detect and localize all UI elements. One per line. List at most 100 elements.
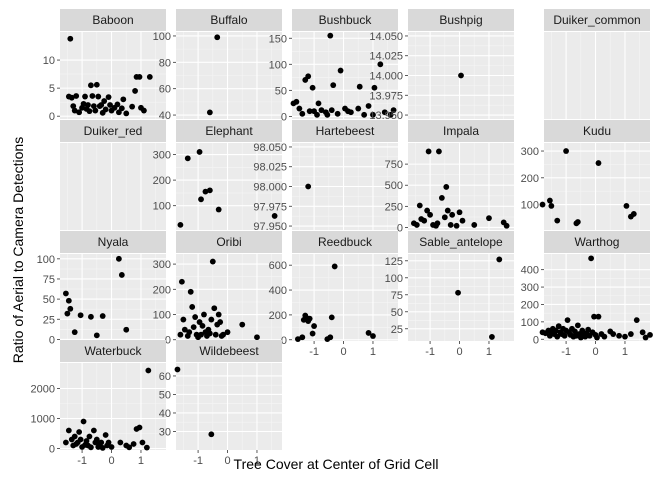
data-point-impala	[427, 211, 433, 218]
data-point-waterbuck	[80, 418, 87, 425]
data-point-nyala	[77, 312, 84, 319]
data-point-bushbuck	[328, 107, 335, 114]
data-point-warthog	[588, 255, 595, 262]
data-point-oribi	[212, 331, 219, 338]
data-point-bushbuck	[361, 111, 368, 118]
y-tick-label: 10	[43, 55, 55, 67]
data-point-baboon	[132, 88, 138, 94]
y-tick-label: 250	[385, 201, 403, 213]
facet-panel-duiker-red	[60, 143, 166, 230]
data-point-impala	[459, 217, 466, 224]
facet-title-wildebeest: Wildebeest	[199, 344, 259, 358]
data-point-impala	[438, 195, 445, 201]
y-tick-label: 100	[153, 31, 171, 43]
data-point-sable-antelope	[489, 334, 495, 340]
x-axis-label: Tree Cover at Center of Grid Cell	[233, 456, 439, 472]
y-tick-label: 40	[159, 110, 171, 122]
data-point-bushbuck	[381, 109, 388, 116]
y-tick-label: 98.000	[253, 182, 287, 194]
data-point-oribi	[199, 322, 206, 329]
data-point-kudu	[539, 201, 546, 208]
facet-strip-nyala	[60, 231, 166, 253]
data-point-reedbuck	[328, 314, 335, 321]
data-point-nyala	[88, 313, 94, 320]
data-point-waterbuck	[130, 441, 137, 447]
y-tick-label: 0	[165, 335, 171, 347]
data-point-impala	[434, 220, 441, 227]
y-tick-label: 14.025	[369, 51, 403, 63]
y-tick-label: 97.950	[253, 221, 287, 233]
data-point-warthog	[594, 334, 600, 341]
data-point-oribi	[211, 305, 218, 312]
y-tick-label: 97.975	[253, 201, 287, 213]
data-point-impala	[416, 202, 423, 209]
y-tick-label: 300	[153, 150, 171, 162]
facet-strip-warthog	[544, 231, 650, 253]
data-point-baboon	[118, 105, 125, 112]
data-point-oribi	[217, 319, 224, 325]
data-point-reedbuck	[370, 333, 376, 339]
data-point-baboon	[88, 82, 94, 89]
facet-title-nyala: Nyala	[98, 235, 129, 249]
data-point-waterbuck	[126, 444, 133, 451]
x-tick-label: 0	[108, 455, 114, 467]
data-point-waterbuck	[102, 432, 109, 438]
y-tick-label: 100	[153, 310, 171, 322]
data-point-nyala	[65, 297, 72, 304]
y-tick-label: 300	[153, 259, 171, 271]
facet-title-bushbuck: Bushbuck	[319, 13, 373, 27]
data-point-impala	[425, 148, 432, 155]
y-tick-label: 1000	[31, 414, 55, 426]
facet-strip-hartebeest	[292, 120, 398, 142]
y-tick-label: 200	[153, 175, 171, 187]
data-point-oribi	[198, 331, 204, 338]
data-point-baboon	[129, 103, 136, 110]
data-point-wildebeest	[208, 431, 215, 438]
data-point-elephant	[215, 206, 222, 213]
y-tick-label: 98.025	[253, 162, 287, 174]
data-point-oribi	[220, 331, 227, 338]
data-point-warthog	[601, 333, 608, 340]
x-tick-label: -1	[77, 455, 87, 467]
data-point-nyala	[93, 332, 100, 339]
facet-strip-oribi	[176, 231, 282, 253]
data-point-baboon	[85, 102, 91, 108]
data-point-warthog	[546, 332, 553, 339]
y-tick-label: 0	[49, 111, 55, 123]
data-point-reedbuck	[365, 330, 372, 336]
data-point-buffalo	[206, 109, 213, 116]
y-tick-label: 500	[385, 180, 403, 192]
data-point-waterbuck	[98, 439, 105, 446]
data-point-baboon	[93, 81, 100, 88]
data-point-oribi	[187, 288, 194, 295]
x-tick-label: -1	[309, 346, 319, 358]
data-point-impala	[471, 222, 478, 228]
data-point-oribi	[192, 314, 199, 320]
data-point-waterbuck	[71, 433, 78, 440]
data-point-waterbuck	[83, 438, 90, 444]
y-tick-label: 125	[385, 256, 403, 268]
data-point-bushbuck	[334, 110, 341, 117]
data-point-kudu	[554, 217, 561, 224]
data-point-baboon	[86, 108, 93, 115]
data-point-oribi	[239, 321, 246, 328]
data-point-nyala	[62, 290, 69, 297]
facet-title-oribi: Oribi	[216, 235, 241, 249]
data-point-oribi	[215, 311, 222, 318]
data-point-baboon	[95, 93, 102, 100]
facet-strip-elephant	[176, 120, 282, 142]
data-point-bushbuck	[318, 107, 325, 114]
y-tick-label: 0	[397, 222, 403, 234]
facet-panel-nyala	[60, 254, 166, 341]
data-point-impala	[447, 222, 454, 228]
data-point-reedbuck	[327, 334, 334, 341]
data-point-warthog	[647, 332, 653, 338]
data-point-warthog	[552, 327, 559, 334]
data-point-baboon	[146, 74, 153, 80]
y-tick-label: 60	[159, 84, 171, 96]
data-point-warthog	[610, 331, 617, 337]
y-tick-label: 0	[281, 111, 287, 123]
data-point-baboon	[68, 94, 75, 101]
data-point-warthog	[585, 326, 592, 333]
data-point-impala	[443, 184, 450, 190]
